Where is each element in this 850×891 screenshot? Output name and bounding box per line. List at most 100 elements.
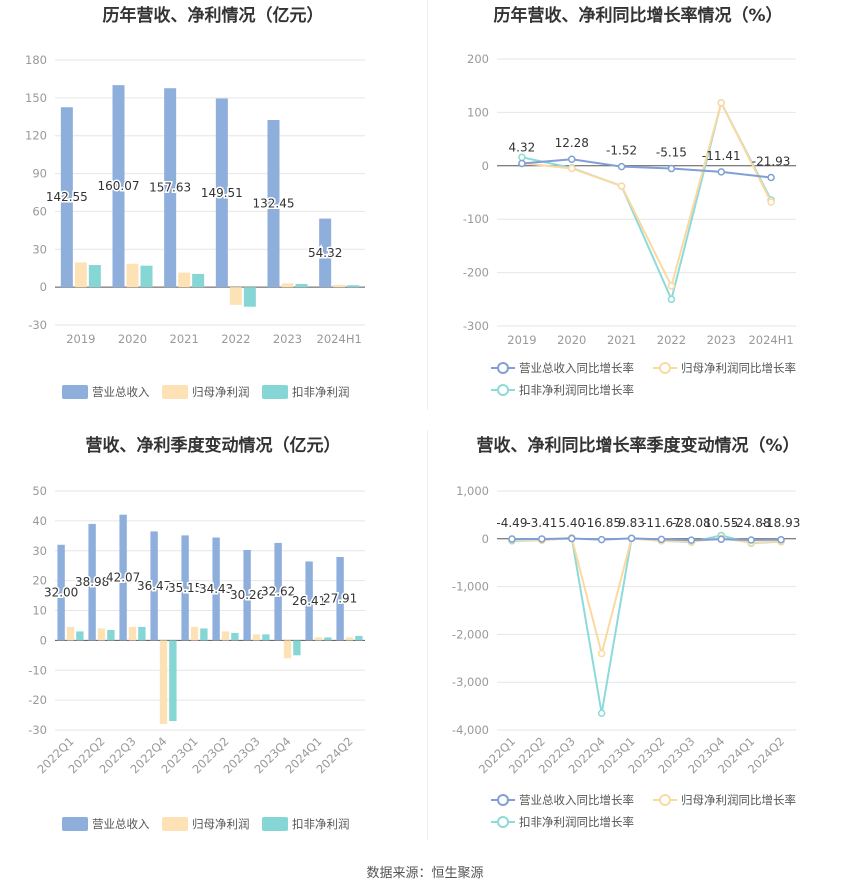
y-tick-label: 200 xyxy=(467,52,489,66)
x-tick-label: 2024H1 xyxy=(748,333,793,347)
bar-parent-profit xyxy=(283,640,292,659)
growth-data-label: 10.55 xyxy=(704,516,738,530)
point-line-revenue xyxy=(568,534,576,543)
x-tick-label: 2021 xyxy=(607,333,636,347)
bar-revenue xyxy=(274,542,282,641)
point-line-deducted xyxy=(667,295,676,304)
data-source-footer: 数据来源：恒生聚源 xyxy=(366,866,484,881)
growth-data-label: 4.32 xyxy=(509,140,536,154)
bar-deducted-profit xyxy=(200,628,208,641)
bar-parent-profit xyxy=(190,626,199,641)
y-tick-label: 40 xyxy=(32,514,47,528)
growth-data-label: -18.93 xyxy=(762,516,801,530)
bar-deducted-profit xyxy=(243,287,256,307)
bar-deducted-profit xyxy=(88,265,101,288)
bar-parent-profit xyxy=(74,262,87,288)
point-line-revenue xyxy=(717,168,725,176)
chart-title: 历年营收、净利同比增长率情况（%） xyxy=(493,5,782,26)
bar-parent-profit xyxy=(221,631,230,641)
bar-revenue xyxy=(319,218,332,288)
y-tick-label: -3,000 xyxy=(452,675,489,689)
panel-divider xyxy=(427,0,428,410)
x-tick-label: 2019 xyxy=(66,332,95,346)
y-tick-label: 150 xyxy=(25,91,47,105)
revenue-data-label: 27.91 xyxy=(323,592,357,606)
x-tick-label: 2022 xyxy=(221,332,250,346)
annual-revenue-profit-chart: 历年营收、净利情况（亿元） -30 0 30 60 90 120 150 180 2019 2020… xyxy=(25,5,365,399)
legend-label: 营业总收入 xyxy=(92,817,150,831)
bar-deducted-profit xyxy=(169,640,177,722)
point-line-revenue xyxy=(627,534,636,543)
legend-label: 归母净利润同比增长率 xyxy=(681,793,796,807)
y-tick-label: 0 xyxy=(40,633,47,647)
bar-revenue xyxy=(119,514,127,641)
bar-parent-profit xyxy=(345,637,354,641)
revenue-data-label: 42.07 xyxy=(106,571,140,585)
y-tick-label: 120 xyxy=(25,129,47,143)
point-line-revenue xyxy=(617,162,626,171)
point-line-parent xyxy=(717,99,725,107)
line-line-revenue xyxy=(521,158,772,179)
bar-parent-profit xyxy=(159,640,168,725)
point-line-revenue xyxy=(597,535,606,544)
growth-data-label: -24.88 xyxy=(732,516,771,530)
bar-parent-profit xyxy=(229,287,242,305)
growth-data-label: -4.49 xyxy=(496,516,527,530)
bar-parent-profit xyxy=(128,626,137,641)
growth-data-label: -21.93 xyxy=(752,155,791,169)
line-line-parent xyxy=(511,536,782,658)
legend-swatch xyxy=(262,385,288,399)
growth-data-label: 12.28 xyxy=(555,136,589,150)
bar-deducted-profit xyxy=(347,285,360,288)
y-tick-label: -20 xyxy=(28,693,47,707)
revenue-data-label: 157.63 xyxy=(149,181,191,195)
y-tick-label: -300 xyxy=(463,319,489,333)
y-tick-label: -1,000 xyxy=(452,580,489,594)
growth-data-label: 5.40 xyxy=(558,516,585,530)
legend-swatch-marker xyxy=(497,816,509,828)
y-tick-label: 0 xyxy=(482,532,489,546)
bar-deducted-profit xyxy=(293,640,301,656)
revenue-data-label: 34.43 xyxy=(199,582,233,596)
y-tick-label: 20 xyxy=(32,574,47,588)
y-tick-label: 10 xyxy=(32,604,47,618)
point-line-revenue xyxy=(568,155,576,163)
revenue-data-label: 32.00 xyxy=(44,586,78,600)
x-tick-label: 2020 xyxy=(557,333,586,347)
bar-revenue xyxy=(215,98,228,288)
legend-label: 营业总收入 xyxy=(92,385,150,399)
panel-divider xyxy=(427,430,428,840)
revenue-data-label: 132.45 xyxy=(253,197,295,211)
point-line-revenue xyxy=(717,535,725,544)
bar-revenue xyxy=(88,523,96,641)
legend-swatch xyxy=(162,817,188,831)
bar-revenue xyxy=(336,556,344,641)
y-tick-label: -30 xyxy=(28,723,47,737)
bar-revenue xyxy=(57,544,65,641)
point-line-revenue xyxy=(538,535,546,543)
bar-deducted-profit xyxy=(231,632,239,641)
revenue-data-label: 32.62 xyxy=(261,585,295,599)
legend-swatch-marker xyxy=(497,384,509,396)
point-line-parent xyxy=(568,164,576,173)
bar-deducted-profit xyxy=(324,637,332,641)
y-tick-label: 0 xyxy=(482,159,489,173)
growth-data-label: -11.67 xyxy=(642,516,681,530)
growth-data-label: -5.15 xyxy=(656,146,687,160)
point-line-revenue xyxy=(777,535,785,544)
y-tick-label: -200 xyxy=(463,266,489,280)
legend-swatch xyxy=(62,385,88,399)
line-line-deducted xyxy=(511,534,782,714)
legend-label: 归母净利润同比增长率 xyxy=(681,361,796,375)
y-tick-label: -100 xyxy=(463,212,489,226)
point-line-deducted xyxy=(597,709,606,718)
revenue-data-label: 26.41 xyxy=(292,594,326,608)
point-line-parent xyxy=(597,649,606,658)
chart-title: 历年营收、净利情况（亿元） xyxy=(103,5,324,26)
bar-revenue xyxy=(212,537,220,641)
bar-deducted-profit xyxy=(76,631,84,641)
revenue-data-label: 142.55 xyxy=(46,190,88,204)
bar-parent-profit xyxy=(66,626,75,641)
point-line-parent xyxy=(617,182,626,190)
x-tick-label: 2019 xyxy=(507,333,536,347)
